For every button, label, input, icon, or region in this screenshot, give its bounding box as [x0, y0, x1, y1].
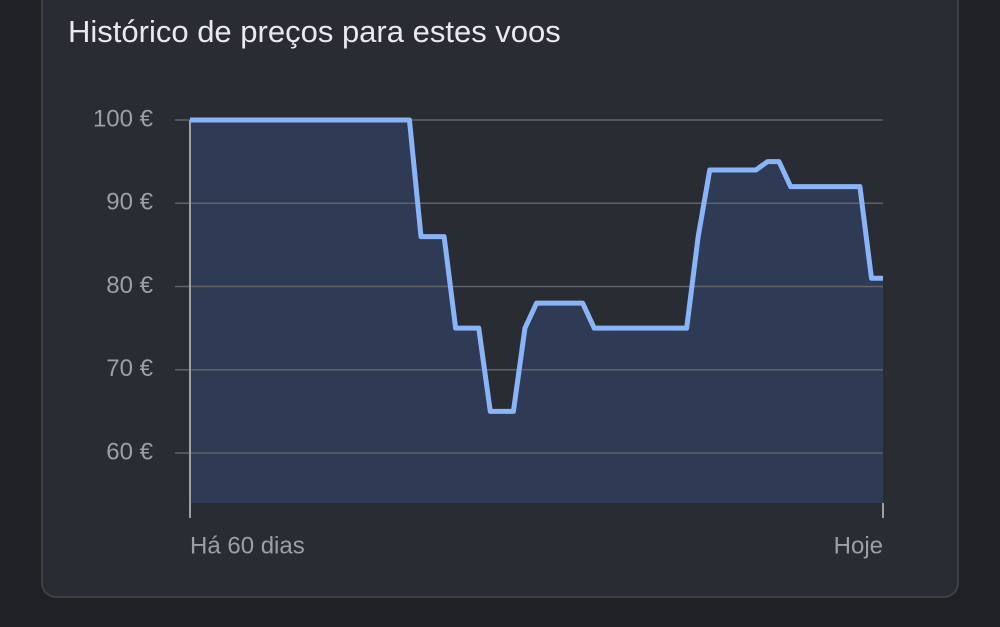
y-tick-label: 60 €	[106, 438, 153, 465]
price-line	[190, 117, 883, 414]
y-tick-label: 70 €	[106, 355, 153, 382]
y-tick-label: 80 €	[106, 272, 153, 299]
y-tick-label: 100 €	[93, 105, 154, 132]
x-tick-label: Há 60 dias	[190, 532, 305, 559]
price-area	[190, 120, 883, 503]
x-tick-label: Hoje	[834, 532, 883, 559]
chart-title: Histórico de preços para estes voos	[68, 14, 561, 49]
y-tick-label: 90 €	[106, 189, 153, 216]
plot: 60 € 70 € 80 € 90 € 100 € Há 60 dias Hoje	[93, 105, 884, 559]
